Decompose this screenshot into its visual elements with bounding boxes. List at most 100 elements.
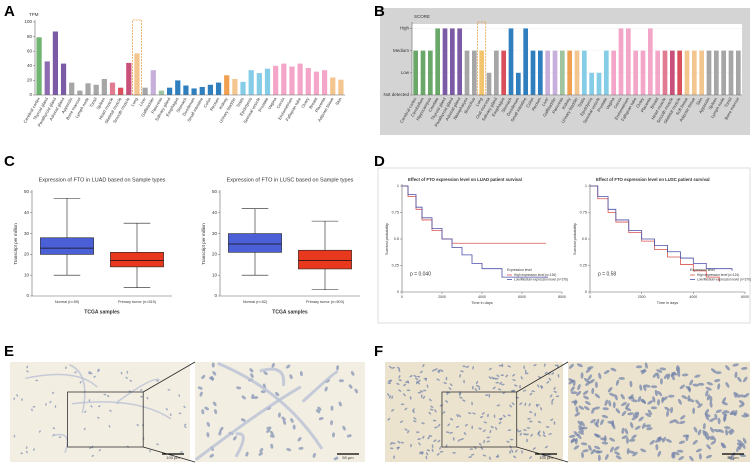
cell-nucleus <box>391 395 394 400</box>
cell-nucleus <box>97 368 101 372</box>
cell-nucleus <box>74 371 77 374</box>
cell-nucleus <box>692 383 699 387</box>
cell-nucleus <box>465 365 470 368</box>
cell-nucleus <box>233 436 237 441</box>
cell-nucleus <box>90 405 93 408</box>
cell-nucleus <box>657 450 662 457</box>
bar <box>589 72 595 95</box>
x-tick-label: Liver <box>138 96 147 107</box>
scale-bar-label: 50 μm <box>342 455 354 460</box>
cell-nucleus <box>496 454 499 458</box>
cell-nucleus <box>388 365 392 369</box>
cell-nucleus <box>723 414 727 421</box>
cell-nucleus <box>487 413 489 418</box>
bar <box>574 50 580 95</box>
cell-nucleus <box>462 399 466 402</box>
panel-d-frame <box>377 167 751 324</box>
x-tick-label: Rectum <box>209 96 221 111</box>
bar <box>691 50 697 95</box>
cell-nucleus <box>583 395 590 400</box>
cell-nucleus <box>390 441 393 446</box>
cell-nucleus <box>434 426 438 429</box>
cell-nucleus <box>709 401 713 408</box>
y-tick-label: 0 <box>397 290 399 294</box>
bar <box>728 50 734 95</box>
cell-nucleus <box>584 400 591 406</box>
cell-nucleus <box>680 415 686 420</box>
x-tick-label: Primary tumor (n=515) <box>118 300 157 304</box>
cell-nucleus <box>509 404 513 408</box>
cell-nucleus <box>720 442 725 449</box>
legend-label: Low/Medium-expression level (n=376) <box>514 277 568 281</box>
zoom-line <box>516 361 569 393</box>
cell-nucleus <box>498 417 503 420</box>
bar <box>464 50 470 95</box>
cell-nucleus <box>417 391 422 394</box>
y-tick-label: 50 <box>212 189 218 194</box>
cell-nucleus <box>212 401 217 407</box>
bar <box>699 50 705 95</box>
cell-nucleus <box>35 379 39 382</box>
cell-nucleus <box>594 422 599 428</box>
cell-nucleus <box>456 413 459 418</box>
cell-nucleus <box>737 439 743 445</box>
cell-nucleus <box>409 375 413 378</box>
cell-nucleus <box>626 447 630 455</box>
cell-nucleus <box>79 380 82 384</box>
bar <box>175 80 181 95</box>
cell-nucleus <box>348 384 353 389</box>
y-tick-label: 1 <box>585 184 587 188</box>
cell-nucleus <box>693 426 698 433</box>
bar <box>545 50 551 95</box>
cell-nucleus <box>575 406 579 413</box>
cell-nucleus <box>412 410 415 414</box>
x-tick-label: Vagina <box>605 96 616 110</box>
cell-nucleus <box>635 365 643 369</box>
cell-nucleus <box>422 389 427 392</box>
bar <box>321 70 328 95</box>
cell-nucleus <box>527 417 531 420</box>
y-tick-label: 0 <box>214 293 217 298</box>
cell-nucleus <box>428 411 432 415</box>
cell-nucleus <box>93 375 96 378</box>
cell-nucleus <box>428 398 432 402</box>
cell-nucleus <box>472 365 474 370</box>
cell-nucleus <box>184 425 187 428</box>
cell-nucleus <box>632 411 638 418</box>
cell-nucleus <box>727 428 734 434</box>
bar <box>435 28 441 95</box>
cell-nucleus <box>270 430 274 436</box>
cell-nucleus <box>593 433 600 438</box>
cell-nucleus <box>625 403 630 409</box>
cell-nucleus <box>156 380 159 382</box>
cell-nucleus <box>26 370 29 373</box>
cell-nucleus <box>463 379 465 384</box>
panel-label: F <box>374 343 383 360</box>
bar <box>581 50 587 95</box>
cell-nucleus <box>590 419 596 424</box>
cell-nucleus <box>478 386 481 391</box>
cell-nucleus <box>430 405 434 408</box>
cell-nucleus <box>626 437 629 444</box>
cell-nucleus <box>299 371 303 377</box>
cell-nucleus <box>449 383 453 387</box>
cell-nucleus <box>51 391 55 394</box>
cell-nucleus <box>338 401 342 407</box>
cell-nucleus <box>695 399 701 405</box>
cell-nucleus <box>422 395 426 399</box>
cell-nucleus <box>475 385 480 387</box>
cell-nucleus <box>269 434 275 438</box>
cell-nucleus <box>678 456 685 461</box>
cell-nucleus <box>652 396 656 403</box>
bar <box>625 28 631 95</box>
bar <box>264 68 271 95</box>
cell-nucleus <box>577 420 583 426</box>
cell-nucleus <box>206 432 210 438</box>
cell-nucleus <box>614 394 618 401</box>
bar <box>486 72 492 95</box>
y-axis-label: Transcript per million <box>201 223 206 265</box>
cell-nucleus <box>266 426 272 430</box>
cell-nucleus <box>91 455 95 457</box>
bar <box>523 28 529 95</box>
cell-nucleus <box>249 368 254 373</box>
